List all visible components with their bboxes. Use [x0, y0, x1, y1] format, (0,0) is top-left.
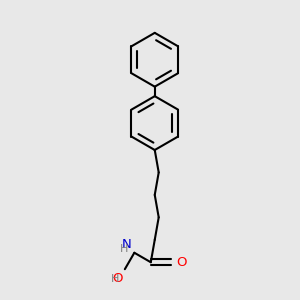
Text: H: H [120, 244, 128, 254]
Text: N: N [122, 238, 132, 251]
Text: O: O [176, 256, 186, 269]
Text: H: H [110, 274, 119, 284]
Text: O: O [112, 272, 122, 285]
